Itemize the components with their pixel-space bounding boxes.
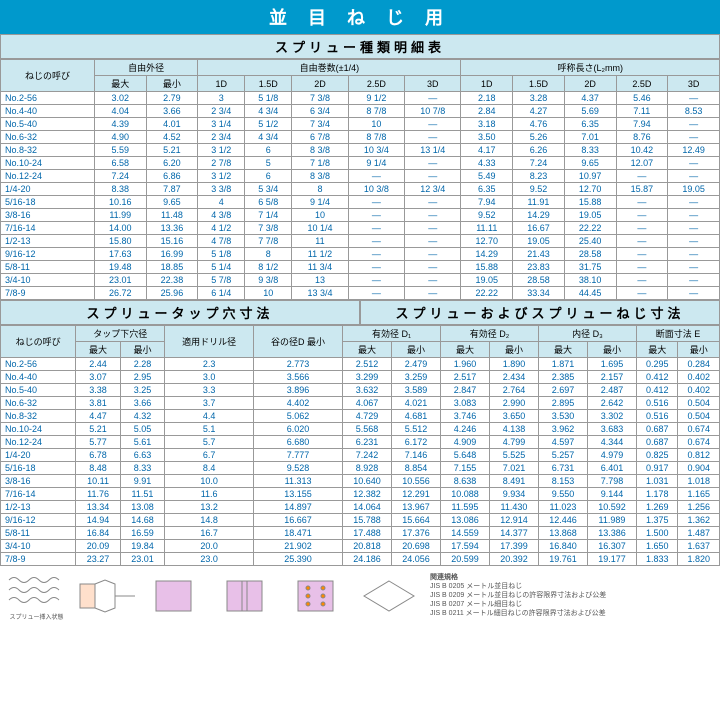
subtitle-2-left: スプリュータップ穴寸法 [0,300,360,325]
table-row: No.4-404.043.662 3/44 3/46 3/48 7/810 7/… [1,105,720,118]
table-row: 5/8-1119.4818.855 1/48 1/211 3/4――15.882… [1,261,720,274]
standards-block: 関連規格 JIS B 0205 メートル並目ねじJIS B 0209 メートル並… [430,573,606,618]
section-icon-2 [217,576,282,616]
table-row: 7/8-926.7225.966 1/41013 3/4――22.2233.34… [1,287,720,300]
standard-item: JIS B 0205 メートル並目ねじ [430,582,606,591]
table-row: 3/8-1611.9911.484 3/87 1/410――9.5214.291… [1,209,720,222]
table-row: 7/8-923.2723.0123.025.39024.18624.05620.… [1,553,720,566]
table-row: No.10-246.586.202 7/857 1/89 1/4―4.337.2… [1,157,720,170]
standard-item: JIS B 0211 メートル細目ねじの許容限界寸法および公差 [430,609,606,618]
table-row: 9/16-1217.6316.995 1/8811 1/2――14.2921.4… [1,248,720,261]
table-row: No.12-247.246.863 1/268 3/8――5.498.2310.… [1,170,720,183]
table-row: 7/16-1414.0013.364 1/27 3/810 1/4――11.11… [1,222,720,235]
standard-item: JIS B 0207 メートル細目ねじ [430,600,606,609]
diagram-row: スプリュー挿入状態 関連規格 JIS B 0205 メートル並目ねじJIS B … [0,566,720,625]
main-title: 並 目 ね じ 用 [0,0,720,34]
table-row: No.10-245.215.055.16.0205.5685.5124.2464… [1,423,720,436]
table-row: 1/2-1313.3413.0813.214.89714.06413.96711… [1,501,720,514]
subtitle-2-right: スプリューおよびスプリューねじ寸法 [360,300,720,325]
table-row: 9/16-1214.9414.6814.816.66715.78815.6641… [1,514,720,527]
standards-title: 関連規格 [430,573,606,582]
table-row: No.2-563.022.7935 1/87 3/89 1/2―2.183.28… [1,92,720,105]
section-icon-1 [146,576,211,616]
table-row: No.5-404.394.013 1/45 1/27 3/410―3.184.7… [1,118,720,131]
bolt-icon [75,576,140,616]
table-row: 3/4-1020.0919.8420.021.90220.81820.69817… [1,540,720,553]
diagram-label: スプリュー挿入状態 [4,612,69,621]
spring-icon [4,570,69,610]
table-row: No.5-403.383.253.33.8963.6323.5892.8472.… [1,384,720,397]
diamond-icon [359,576,424,616]
table-row: No.2-562.442.282.32.7732.5122.4791.9601.… [1,358,720,371]
subtitle-1: スプリュー種類明細表 [0,34,720,59]
table-row: 1/4-208.387.873 3/85 3/4810 3/812 3/46.3… [1,183,720,196]
table-row: 7/16-1411.7611.5111.613.15512.38212.2911… [1,488,720,501]
table-row: 5/8-1116.8416.5916.718.47117.48817.37614… [1,527,720,540]
table-row: 5/16-188.488.338.49.5288.9288.8547.1557.… [1,462,720,475]
table-row: No.6-324.904.522 3/44 3/46 7/88 7/8―3.50… [1,131,720,144]
table-row: No.8-325.595.213 1/268 3/810 3/413 1/44.… [1,144,720,157]
table-1: ねじの呼び自由外径自由巻数(±1/4)呼称長さ(L₂mm) 最大最小1D1.5D… [0,59,720,300]
standard-item: JIS B 0209 メートル並目ねじの許容限界寸法および公差 [430,591,606,600]
table-row: No.6-323.813.663.74.4024.0674.0213.0832.… [1,397,720,410]
table-2: ねじの呼びタップ下穴径適用ドリル径谷の径D 最小有効径 D₁有効径 D₂内径 D… [0,325,720,566]
table-row: 5/16-1810.169.6546 5/89 1/4――7.9411.9115… [1,196,720,209]
table-row: No.12-245.775.615.76.6806.2316.1724.9094… [1,436,720,449]
table-row: 1/2-1315.8015.164 7/87 7/811――12.7019.05… [1,235,720,248]
table-row: 1/4-206.786.636.77.7777.2427.1465.6485.5… [1,449,720,462]
table-row: No.8-324.474.324.45.0624.7294.6813.7463.… [1,410,720,423]
section-icon-3 [288,576,353,616]
table-row: 3/8-1610.119.9110.011.31310.64010.5568.6… [1,475,720,488]
table-row: No.4-403.072.953.03.5663.2993.2592.5172.… [1,371,720,384]
table-row: 3/4-1023.0122.385 7/89 3/813――19.0528.58… [1,274,720,287]
